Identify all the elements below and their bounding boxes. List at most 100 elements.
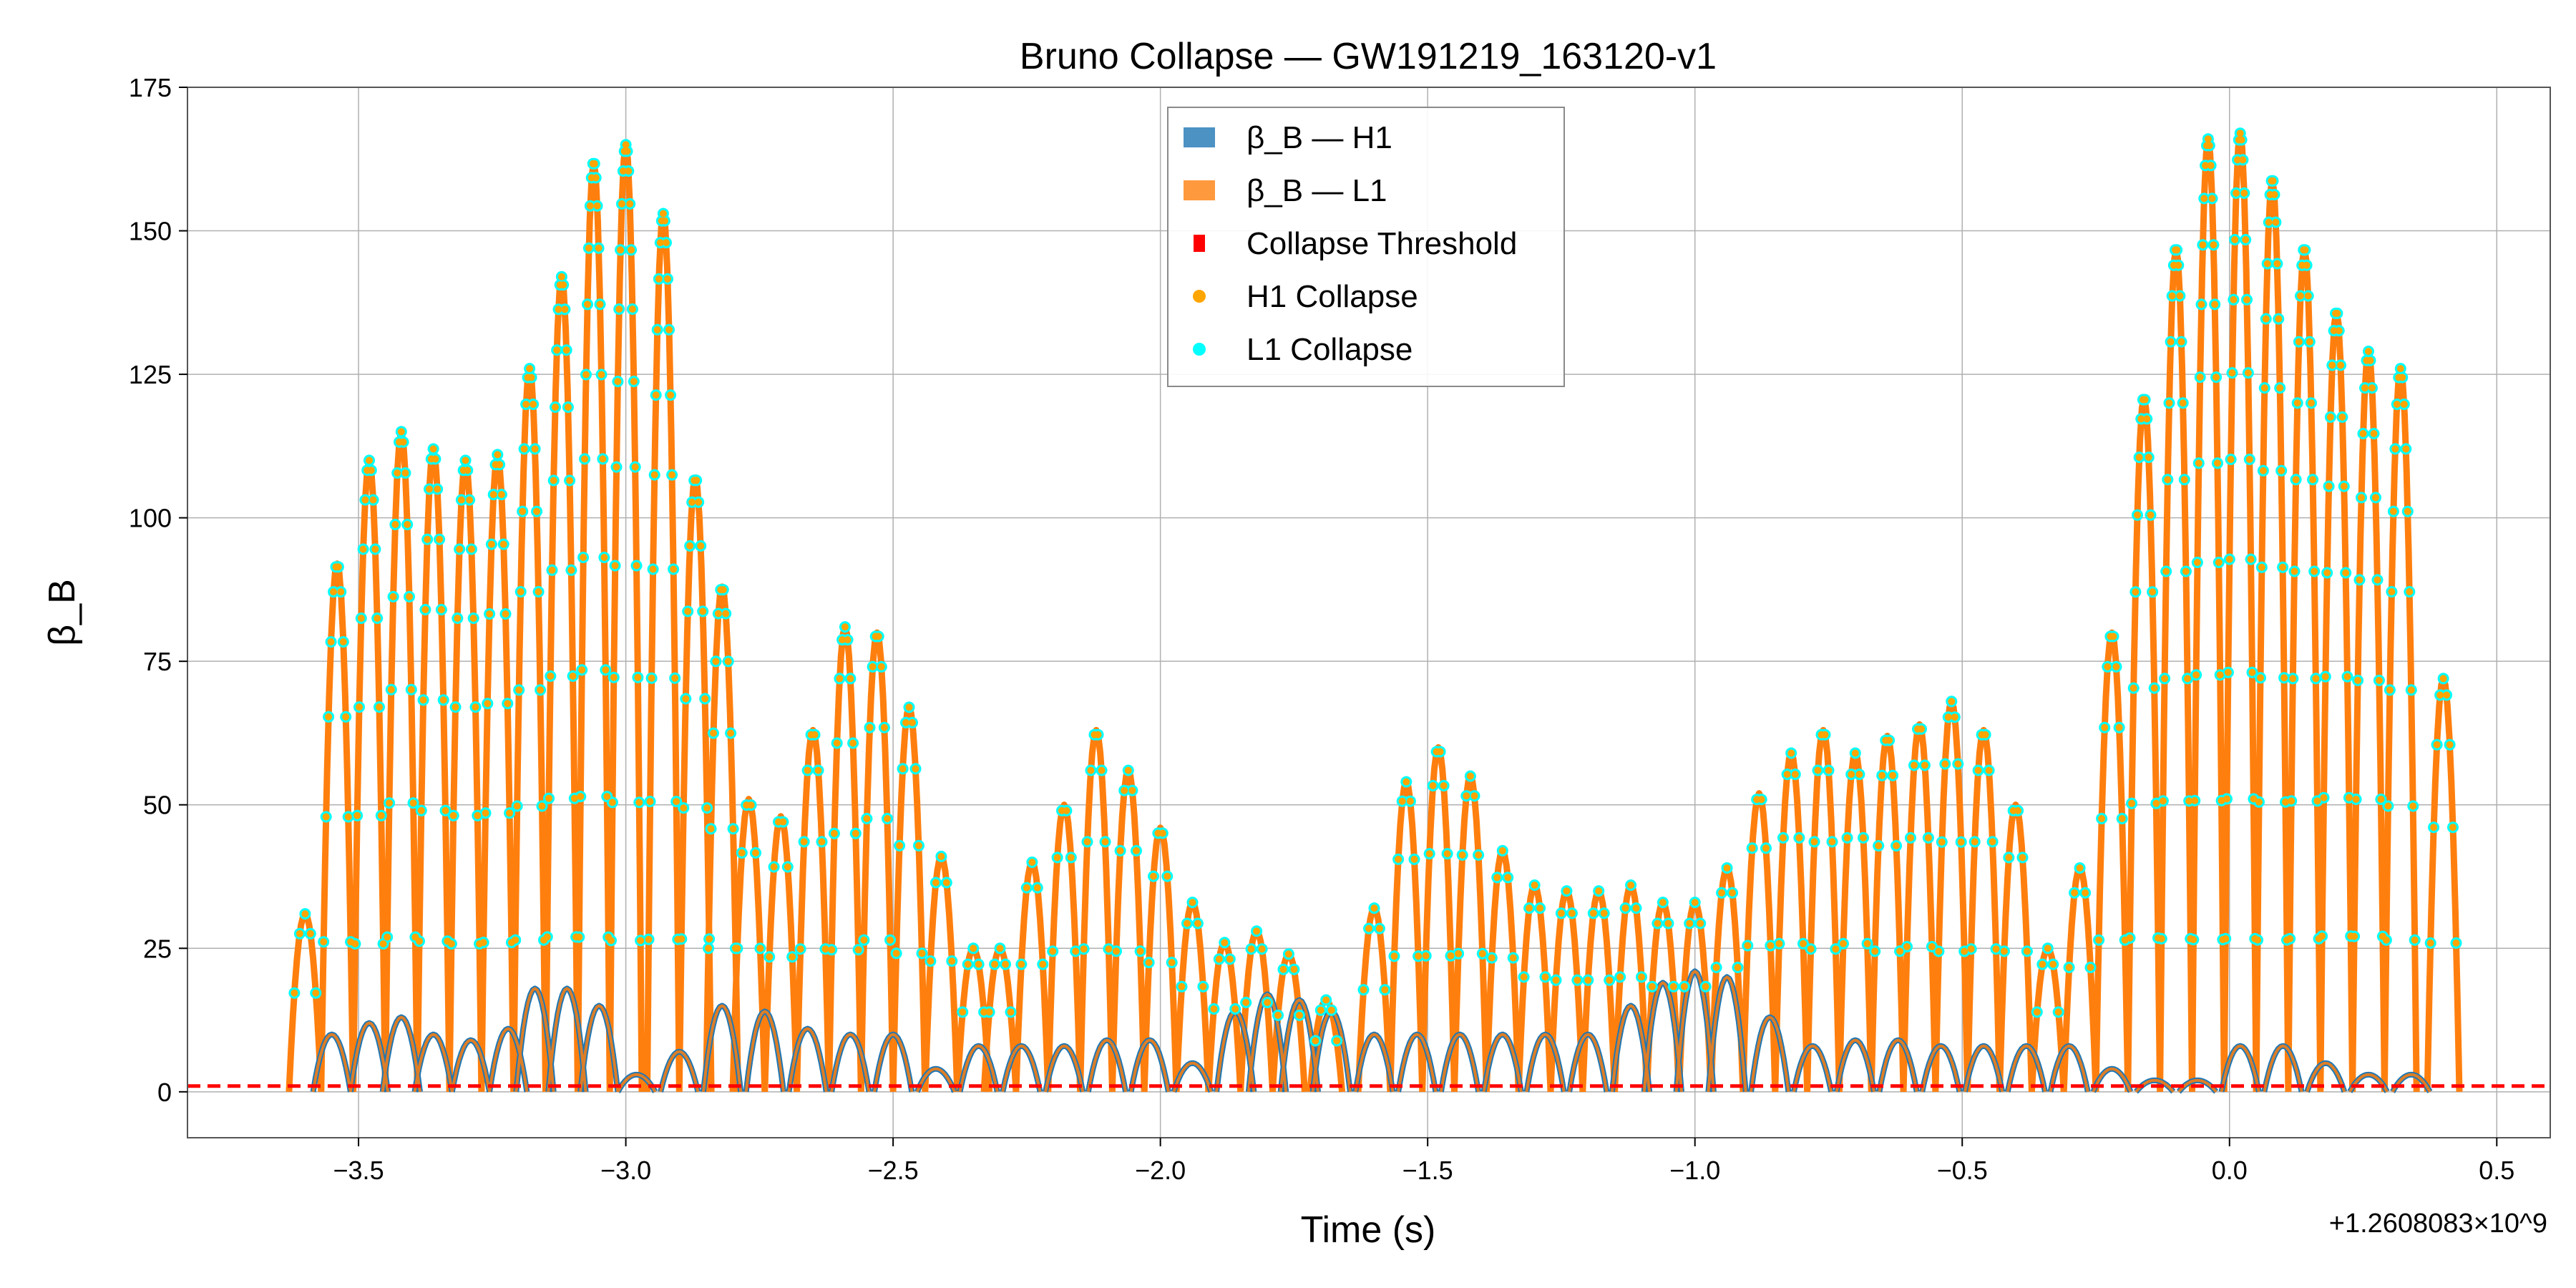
h1-collapse-point	[472, 703, 479, 711]
h1-collapse-point	[2250, 795, 2258, 803]
h1-collapse-point	[2192, 671, 2200, 679]
h1-collapse-point	[880, 723, 888, 731]
h1-collapse-point	[552, 404, 559, 411]
h1-collapse-point	[800, 838, 808, 846]
y-tick-label: 150	[129, 217, 172, 246]
h1-collapse-point	[659, 210, 667, 218]
h1-collapse-point	[828, 946, 836, 954]
h1-collapse-point	[447, 940, 455, 947]
h1-collapse-point	[2382, 936, 2390, 944]
h1-collapse-point	[2227, 456, 2235, 463]
h1-collapse-point	[611, 562, 619, 570]
h1-collapse-point	[479, 939, 487, 947]
h1-collapse-point	[1911, 761, 1918, 769]
h1-collapse-point	[2354, 676, 2362, 684]
h1-collapse-point	[625, 167, 633, 175]
h1-collapse-point	[2238, 136, 2245, 144]
h1-collapse-point	[1470, 792, 1478, 800]
h1-collapse-point	[1878, 771, 1886, 779]
h1-collapse-point	[615, 306, 623, 313]
h1-collapse-point	[671, 674, 679, 682]
h1-collapse-point	[2286, 935, 2294, 942]
h1-collapse-point	[2325, 482, 2333, 490]
h1-collapse-point	[560, 281, 567, 289]
h1-collapse-point	[353, 811, 361, 819]
h1-collapse-point	[602, 666, 610, 674]
h1-collapse-point	[1033, 884, 1041, 892]
h1-collapse-point	[985, 1008, 993, 1016]
h1-collapse-point	[2159, 797, 2167, 805]
h1-collapse-point	[1767, 942, 1775, 950]
h1-collapse-point	[2109, 633, 2117, 640]
h1-collapse-point	[2223, 795, 2230, 803]
x-axis-label: Time (s)	[1301, 1209, 1436, 1251]
h1-collapse-point	[830, 829, 838, 837]
h1-collapse-point	[1333, 1037, 1341, 1045]
x-tick-label: −2.0	[1135, 1156, 1186, 1185]
h1-collapse-point	[860, 936, 868, 944]
h1-collapse-point	[996, 945, 1004, 952]
h1-collapse-point	[327, 638, 335, 645]
h1-collapse-point	[407, 686, 415, 693]
h1-collapse-point	[869, 663, 877, 670]
h1-collapse-point	[2306, 338, 2313, 346]
h1-collapse-point	[535, 588, 542, 595]
h1-collapse-point	[738, 849, 746, 857]
h1-collapse-point	[2388, 588, 2396, 595]
h1-collapse-point	[2149, 588, 2157, 596]
h1-collapse-point	[2231, 236, 2239, 243]
h1-collapse-point	[655, 275, 663, 283]
h1-collapse-point	[2082, 889, 2089, 897]
h1-collapse-point	[2200, 195, 2208, 203]
h1-collapse-point	[586, 202, 594, 210]
h1-collapse-point	[371, 545, 379, 553]
h1-collapse-point	[1889, 771, 1897, 779]
h1-collapse-point	[648, 674, 655, 682]
h1-collapse-point	[932, 879, 940, 887]
h1-collapse-point	[2228, 369, 2236, 377]
h1-collapse-point	[1415, 952, 1423, 960]
h1-collapse-point	[2323, 569, 2331, 577]
h1-collapse-point	[454, 615, 462, 622]
h1-collapse-point	[575, 933, 583, 941]
h1-collapse-point	[2101, 723, 2109, 731]
h1-collapse-point	[2343, 673, 2351, 680]
h1-collapse-point	[2202, 162, 2210, 170]
h1-collapse-point	[2406, 588, 2414, 595]
h1-collapse-point	[664, 275, 671, 283]
h1-collapse-point	[484, 700, 492, 708]
h1-collapse-point	[1941, 760, 1949, 768]
h1-collapse-point	[1907, 834, 1914, 841]
h1-collapse-point	[1832, 945, 1840, 953]
h1-collapse-point	[2372, 494, 2379, 502]
h1-collapse-point	[789, 953, 796, 961]
h1-collapse-point	[456, 545, 464, 553]
h1-collapse-point	[2065, 964, 2073, 971]
h1-collapse-point	[670, 565, 678, 573]
h1-collapse-point	[457, 496, 465, 504]
h1-collapse-point	[854, 946, 862, 954]
h1-collapse-point	[680, 804, 688, 812]
h1-collapse-point	[899, 765, 907, 773]
h1-collapse-point	[561, 306, 569, 313]
h1-collapse-point	[646, 798, 654, 806]
h1-collapse-point	[376, 703, 383, 711]
h1-collapse-point	[1210, 1005, 1218, 1013]
h1-collapse-point	[719, 586, 727, 594]
h1-collapse-point	[520, 445, 528, 453]
h1-collapse-point	[633, 562, 640, 570]
h1-collapse-point	[1002, 960, 1009, 968]
h1-collapse-point	[439, 696, 447, 704]
h1-collapse-point	[384, 933, 391, 941]
h1-collapse-point	[1697, 919, 1704, 927]
h1-collapse-point	[884, 815, 891, 822]
h1-collapse-point	[2446, 741, 2454, 748]
h1-collapse-point	[747, 801, 755, 809]
legend-swatch-h1	[1184, 127, 1215, 147]
h1-collapse-point	[836, 675, 844, 683]
h1-collapse-point	[948, 957, 956, 965]
x-tick-label: −3.5	[333, 1156, 384, 1185]
h1-collapse-point	[2230, 296, 2238, 303]
h1-collapse-point	[1422, 952, 1430, 960]
h1-collapse-point	[1918, 725, 1925, 733]
